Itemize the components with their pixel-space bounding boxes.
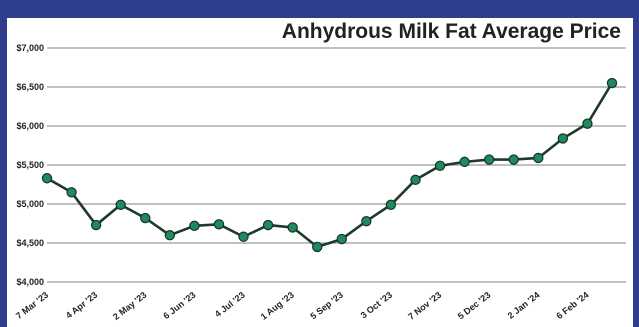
x-tick-label: 5 Sep '23	[308, 290, 345, 322]
x-tick-label: 7 Mar '23	[14, 290, 50, 321]
x-tick-label: 1 Aug '23	[259, 290, 296, 322]
y-tick-label: $6,500	[16, 82, 44, 92]
x-tick-label: 4 Jul '23	[213, 290, 247, 320]
data-point	[164, 229, 176, 241]
data-point	[312, 241, 323, 253]
data-point	[385, 199, 397, 210]
y-tick-label: $7,000	[16, 43, 44, 53]
x-tick-label: 6 Jun '23	[161, 290, 197, 321]
data-point	[459, 156, 470, 168]
data-point	[410, 174, 421, 186]
data-point	[606, 77, 618, 89]
data-point	[189, 220, 200, 232]
data-point	[213, 219, 225, 230]
data-point	[533, 152, 544, 164]
data-point	[262, 219, 274, 231]
gridlines	[47, 47, 626, 283]
data-point	[90, 219, 102, 231]
data-point	[66, 187, 77, 198]
x-tick-label: 4 Apr '23	[64, 290, 100, 321]
data-point	[434, 160, 446, 171]
y-tick-label: $4,500	[16, 238, 44, 248]
y-tick-label: $6,000	[16, 121, 44, 131]
series-group	[41, 77, 618, 253]
data-point	[287, 222, 298, 233]
x-tick-label: 5 Dec '23	[456, 290, 493, 322]
y-axis-ticks: $4,000 $4,500 $5,000 $5,500 $6,000 $6,500 $7,0…	[16, 43, 44, 287]
x-axis-ticks: 7 Mar '23 4 Apr '23 2 May '23 6 Jun '23 4 Ju…	[14, 290, 591, 322]
data-point	[238, 231, 249, 242]
x-tick-label: 2 Jan '24	[506, 290, 542, 321]
chart-title: Anhydrous Milk Fat Average Price	[281, 20, 621, 43]
data-point	[582, 118, 593, 129]
data-point	[336, 233, 347, 245]
data-point	[508, 154, 519, 165]
x-tick-label: 2 May '23	[111, 290, 148, 322]
x-tick-label: 3 Oct '23	[359, 290, 394, 321]
chart-panel: Anhydrous Milk Fat Average Price	[7, 18, 633, 327]
x-tick-label: 7 Nov '23	[406, 290, 443, 322]
x-tick-label: 6 Feb '24	[554, 290, 590, 321]
y-tick-label: $5,500	[16, 160, 44, 170]
data-point	[483, 154, 495, 165]
data-point	[115, 199, 126, 210]
data-point	[140, 212, 151, 224]
y-tick-label: $5,000	[16, 199, 44, 209]
y-tick-label: $4,000	[16, 277, 44, 287]
data-point	[41, 173, 53, 184]
data-point	[361, 215, 372, 227]
data-point	[557, 133, 569, 144]
